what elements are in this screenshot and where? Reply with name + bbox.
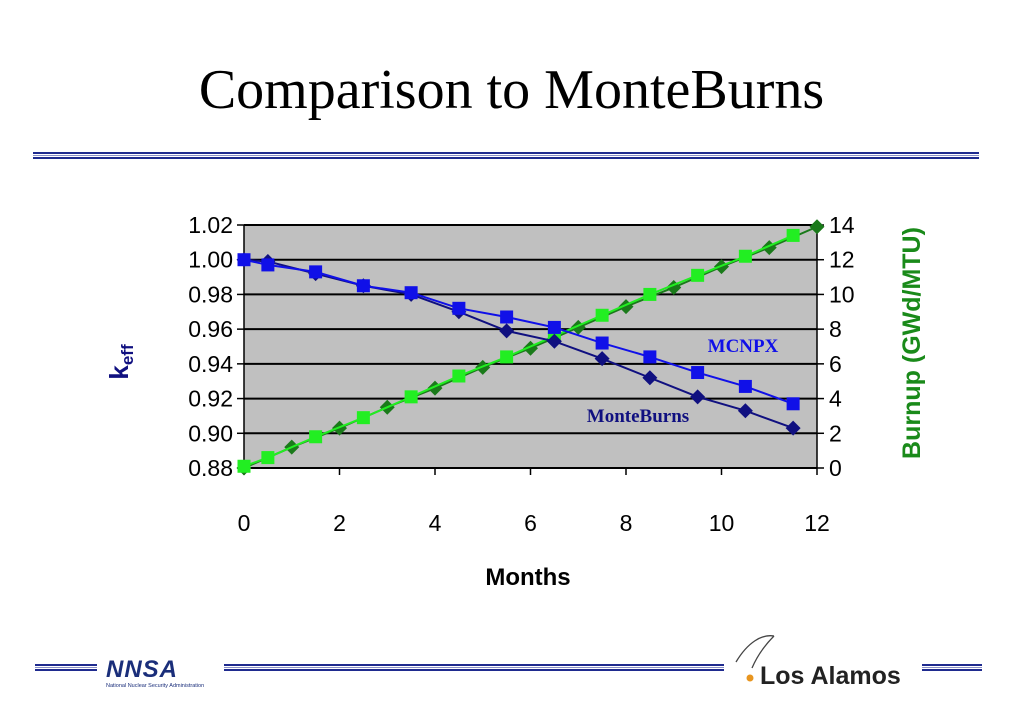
y-axis-label-main: k [104, 365, 134, 380]
annotation-monteburns: MonteBurns [587, 406, 689, 427]
y2-tick-label: 12 [829, 247, 855, 273]
data-point-mcnpx_keff [404, 286, 418, 300]
footer-rule-right [922, 664, 982, 671]
y-tick-label: 1.00 [188, 247, 233, 273]
y2-tick-label: 2 [829, 420, 842, 446]
data-point-mcnpx_burnup [309, 430, 323, 444]
los-alamos-logo-text: Los Alamos [760, 662, 901, 690]
los-alamos-dot-icon [746, 674, 754, 682]
title-rule [33, 152, 979, 159]
slide-title: Comparison to MonteBurns [198, 59, 825, 121]
data-point-mcnpx_keff [595, 336, 609, 350]
y-tick-label: 0.94 [188, 351, 233, 377]
annotation-mcnpx: MCNPX [708, 336, 779, 357]
footer-rule-middle [224, 664, 724, 671]
data-point-mcnpx_keff [309, 265, 323, 279]
data-point-monteburns_keff [594, 351, 610, 367]
x-tick-label: 8 [620, 510, 633, 536]
los-alamos-swoosh-icon [735, 635, 775, 663]
y2-tick-label: 10 [829, 281, 855, 307]
footer-rule-left [35, 664, 97, 671]
data-point-mcnpx_keff [237, 253, 251, 267]
x-tick-label: 4 [429, 510, 442, 536]
y-tick-label: 1.02 [188, 212, 233, 238]
data-point-mcnpx_burnup [691, 268, 705, 282]
x-tick-label: 6 [524, 510, 537, 536]
nnsa-logo-subtext: National Nuclear Security Administration [106, 683, 204, 689]
data-point-mcnpx_burnup [404, 390, 418, 404]
data-point-mcnpx_keff [356, 279, 370, 293]
data-point-mcnpx_burnup [643, 287, 657, 301]
y-tick-label: 0.96 [188, 316, 233, 342]
data-point-mcnpx_keff [738, 379, 752, 393]
data-point-mcnpx_burnup [500, 350, 514, 364]
y-tick-label: 0.90 [188, 420, 233, 446]
x-tick-label: 2 [333, 510, 346, 536]
data-point-mcnpx_burnup [356, 411, 370, 425]
los-alamos-arc-icon [751, 635, 775, 669]
data-point-mcnpx_burnup [261, 451, 275, 465]
x-tick-label: 12 [804, 510, 830, 536]
data-point-mcnpx_keff [691, 366, 705, 380]
x-axis-label: Months [485, 564, 570, 591]
data-point-monteburns_keff [499, 323, 515, 339]
data-point-monteburns_keff [785, 420, 801, 436]
data-point-monteburns_burnup [809, 219, 825, 235]
data-point-mcnpx_burnup [786, 228, 800, 242]
data-point-mcnpx_burnup [452, 369, 466, 383]
y2-tick-label: 8 [829, 316, 842, 342]
y-axis-label: keff [104, 344, 137, 380]
data-point-monteburns_keff [737, 403, 753, 419]
y2-axis-label: Burnup (GWd/MTU) [898, 227, 926, 459]
y2-tick-label: 6 [829, 351, 842, 377]
data-point-mcnpx_keff [261, 258, 275, 272]
y-axis-label-sub: eff [118, 344, 137, 365]
data-point-mcnpx_keff [547, 320, 561, 334]
y-tick-label: 0.98 [188, 281, 233, 307]
data-point-mcnpx_keff [500, 310, 514, 324]
y-tick-label: 0.92 [188, 386, 233, 412]
data-point-mcnpx_keff [786, 397, 800, 411]
y2-tick-label: 4 [829, 386, 842, 412]
x-tick-label: 0 [238, 510, 251, 536]
data-point-mcnpx_burnup [237, 459, 251, 473]
data-point-mcnpx_burnup [595, 308, 609, 322]
los-alamos-logo: Los Alamos [735, 635, 901, 690]
y2-tick-label: 14 [829, 212, 855, 238]
data-point-mcnpx_burnup [738, 249, 752, 263]
data-point-mcnpx_keff [452, 301, 466, 315]
data-point-monteburns_keff [546, 333, 562, 349]
data-point-monteburns_keff [642, 370, 658, 386]
data-point-monteburns_keff [690, 389, 706, 405]
y-tick-label: 0.88 [188, 455, 233, 481]
data-point-mcnpx_keff [643, 350, 657, 364]
nnsa-logo-text: NNSA [106, 656, 178, 683]
nnsa-logo: NNSA National Nuclear Security Administr… [106, 656, 204, 689]
x-tick-label: 10 [709, 510, 735, 536]
y2-tick-label: 0 [829, 455, 842, 481]
